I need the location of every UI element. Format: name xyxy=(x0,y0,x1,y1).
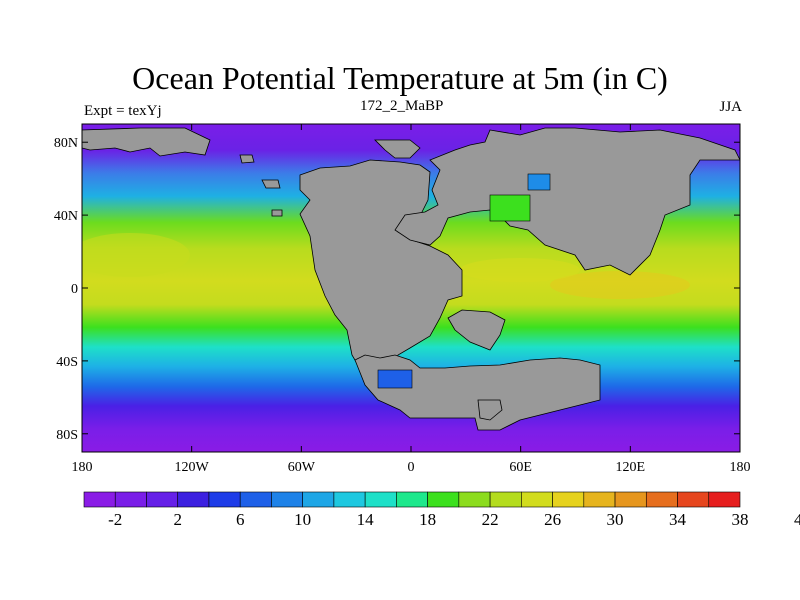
inland-sea-warm xyxy=(489,194,531,222)
y-tick-label: 40N xyxy=(54,209,78,224)
land-southern-continent xyxy=(354,354,601,431)
colorbar-box xyxy=(146,491,179,508)
colorbar-label: 34 xyxy=(669,510,687,529)
colorbar-box xyxy=(302,491,335,508)
experiment-label: Expt = texYj xyxy=(84,103,162,119)
colorbar-label: 10 xyxy=(294,510,311,529)
colorbar-label: -2 xyxy=(108,510,122,529)
y-tick-label: 40S xyxy=(56,355,78,370)
land-isthmus-fragment xyxy=(261,179,281,189)
colorbar-label: 42 xyxy=(794,510,800,529)
warm-pool-east xyxy=(550,271,690,299)
colorbar-box xyxy=(396,491,428,508)
colorbar-box xyxy=(458,491,491,508)
plot-title: Ocean Potential Temperature at 5m (in C) xyxy=(132,60,668,96)
colorbar-box xyxy=(677,491,710,508)
warm-pool-west xyxy=(82,233,190,277)
colorbar-label: 2 xyxy=(173,510,182,529)
land-east-continent xyxy=(394,127,740,276)
colorbar-box xyxy=(271,491,303,508)
colorbar-box xyxy=(489,491,522,508)
x-tick-label: 120W xyxy=(175,460,210,475)
colorbar-box xyxy=(583,491,616,508)
inland-sea-cold xyxy=(527,173,551,191)
land-antarctic-fragment xyxy=(477,399,503,421)
land-west-continent xyxy=(299,159,463,377)
warm-pool-center xyxy=(460,258,580,282)
colorbar-box xyxy=(239,491,272,508)
x-tick-label: 60E xyxy=(509,460,532,475)
colorbar-label: 6 xyxy=(236,510,245,529)
land-north-atlantic-island xyxy=(239,154,255,164)
colorbar-label: 38 xyxy=(732,510,749,529)
season-label: JJA xyxy=(719,99,742,115)
x-tick-label: 60W xyxy=(288,460,316,475)
time-label: 172_2_MaBP xyxy=(360,98,444,114)
colorbar-label: 26 xyxy=(544,510,561,529)
colorbar-box xyxy=(645,491,678,508)
land-north-pacific-fragment xyxy=(374,139,421,159)
colorbar-label: 22 xyxy=(482,510,499,529)
colorbar-label: 18 xyxy=(419,510,436,529)
colorbar-box xyxy=(614,491,647,508)
colorbar-label: 30 xyxy=(607,510,624,529)
colorbar-box xyxy=(208,491,241,508)
colorbar-label: 14 xyxy=(357,510,375,529)
y-tick-label: 0 xyxy=(71,282,78,297)
x-tick-label: 180 xyxy=(72,460,93,475)
x-tick-label: 120E xyxy=(616,460,646,475)
land-arctic-fragment xyxy=(82,127,211,157)
colorbar-box xyxy=(333,491,366,508)
land-south-pacific-island xyxy=(447,309,506,351)
bay-cold xyxy=(377,369,413,389)
colorbar-box xyxy=(83,491,116,508)
colorbar-box xyxy=(521,491,553,508)
land-small-island xyxy=(271,209,283,217)
colorbar-box xyxy=(364,491,397,508)
colorbar-box xyxy=(708,491,741,508)
colorbar-box xyxy=(427,491,460,508)
y-tick-label: 80N xyxy=(54,136,78,151)
x-tick-label: 180 xyxy=(730,460,751,475)
colorbar-box xyxy=(114,491,147,508)
x-tick-label: 0 xyxy=(408,460,415,475)
colorbar-box xyxy=(552,491,585,508)
y-tick-label: 80S xyxy=(56,428,78,443)
colorbar-box xyxy=(177,491,210,508)
